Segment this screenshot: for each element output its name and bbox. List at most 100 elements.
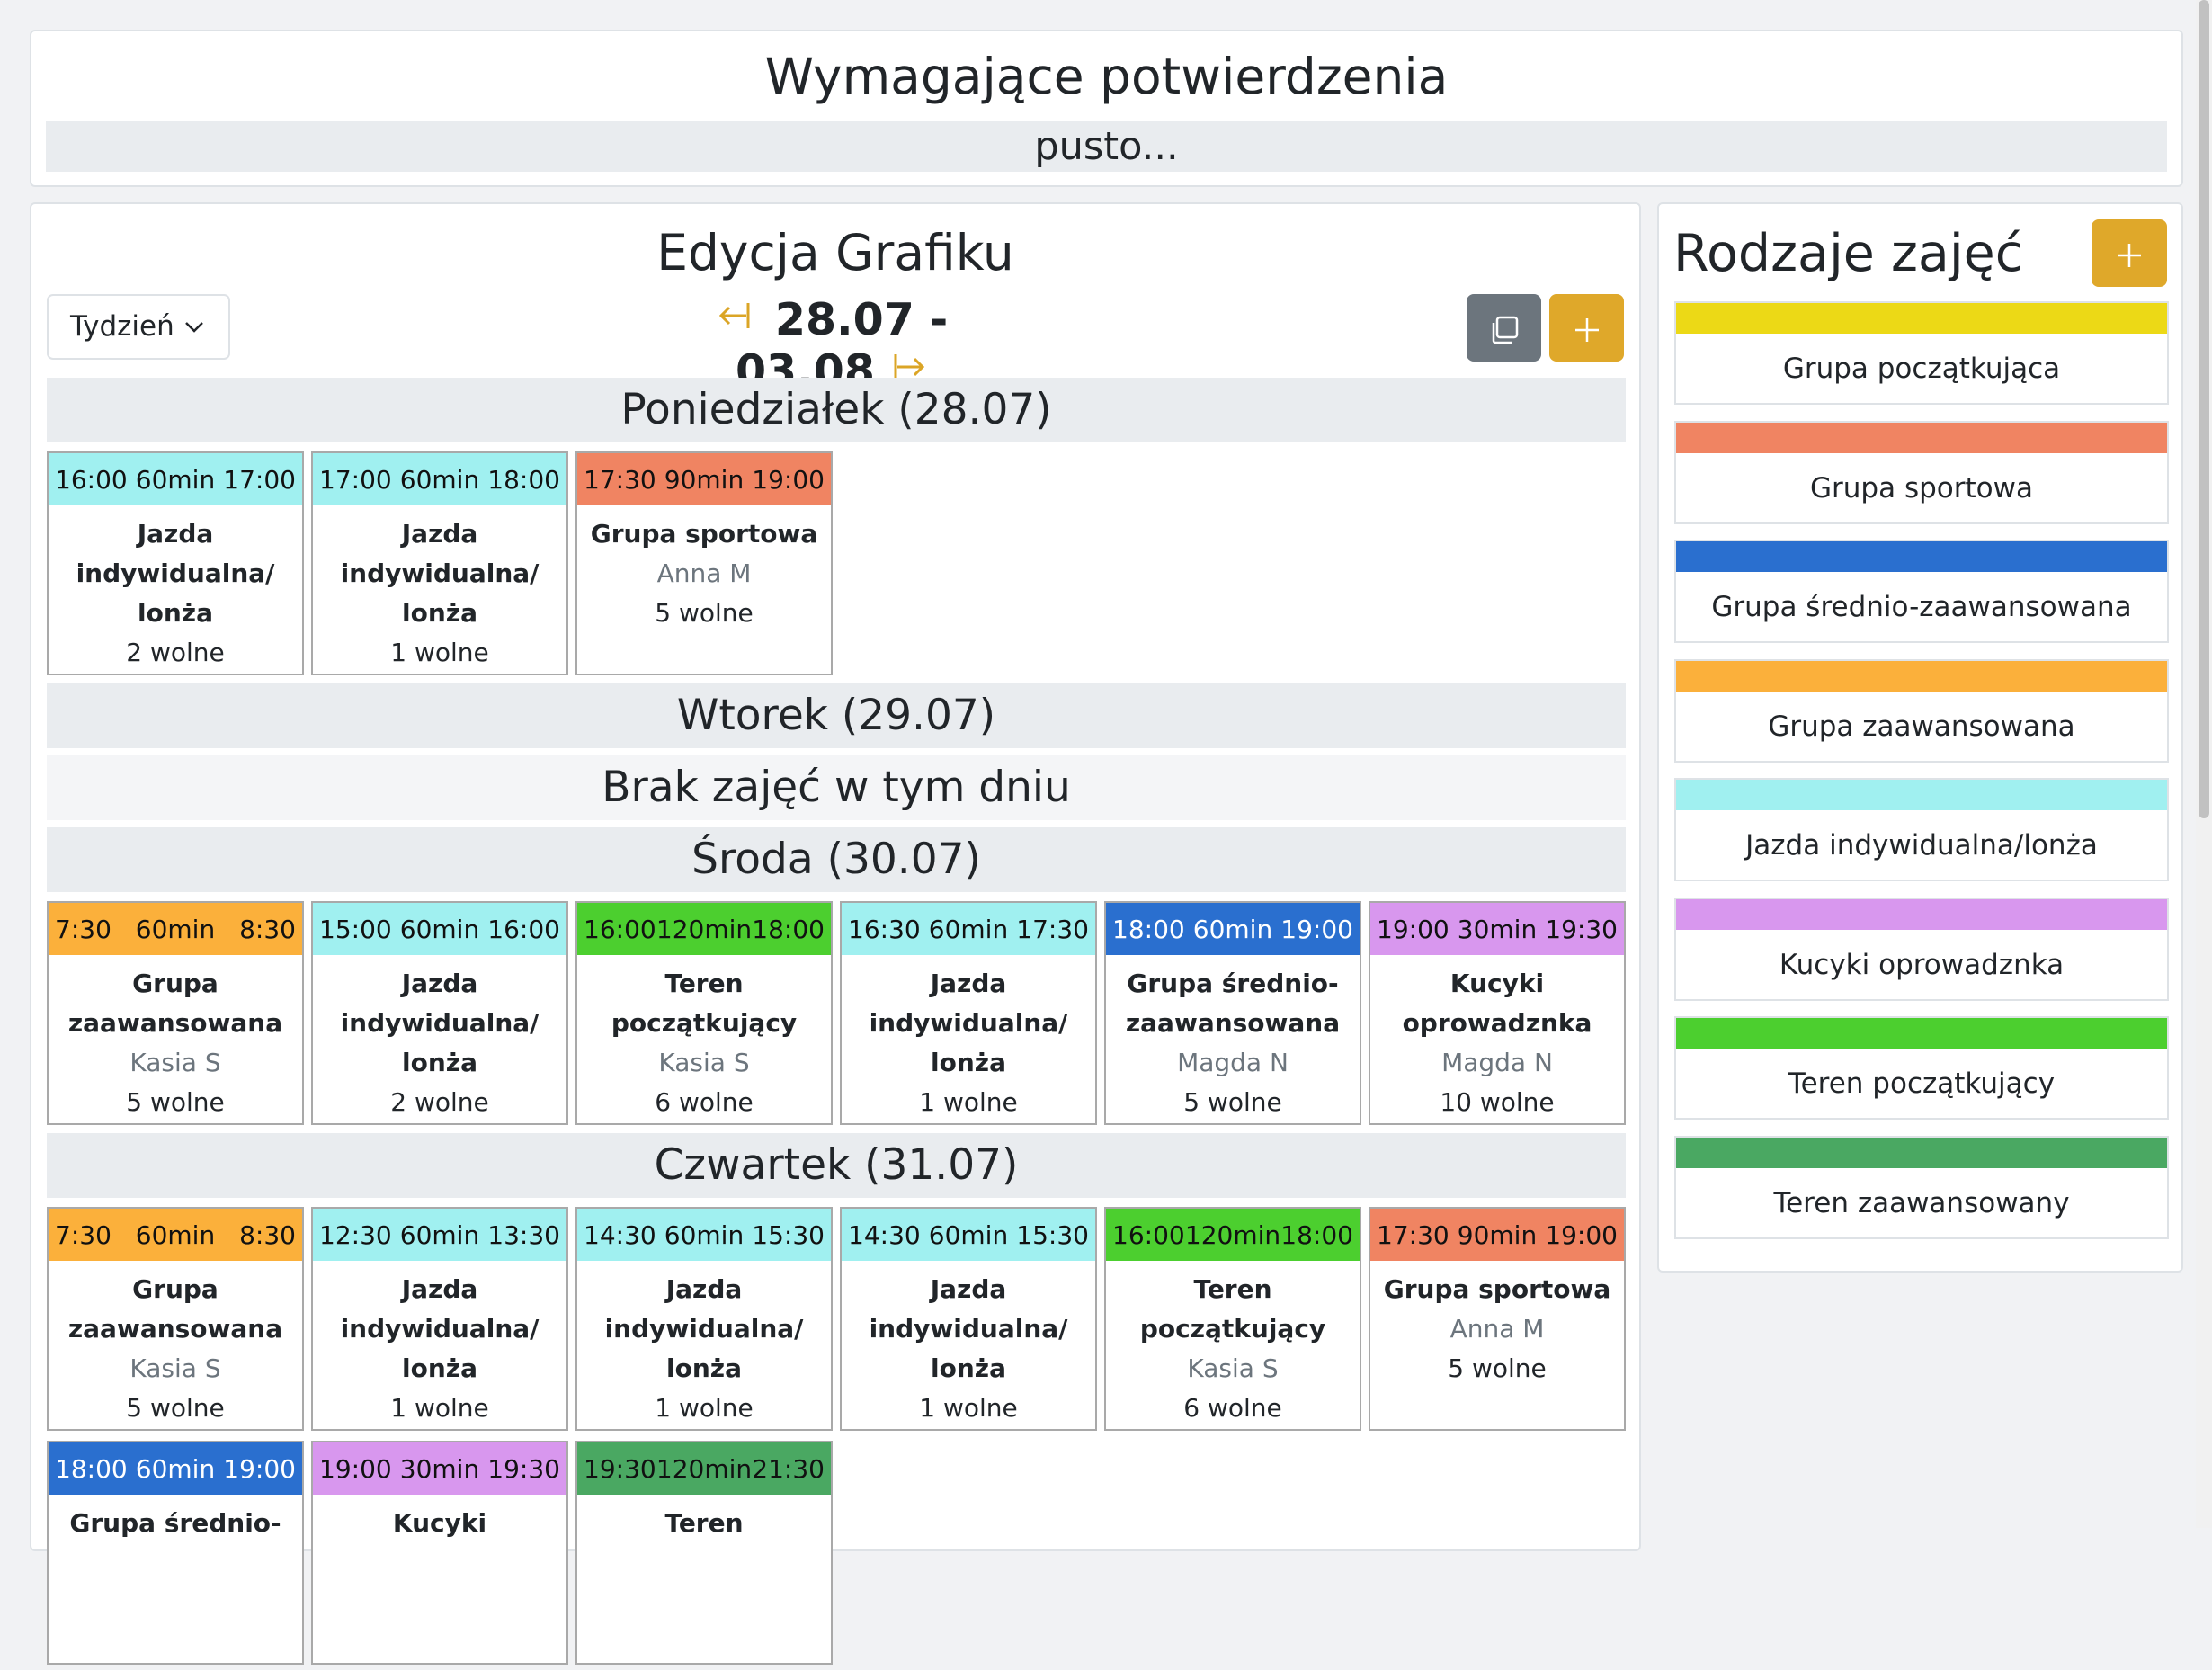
class-types-title: Rodzaje zajęć [1673, 224, 2024, 283]
class-slot[interactable]: 16:00 60min 17:00 Jazda indywidualna/ lonża… [47, 451, 304, 675]
class-slot[interactable]: 16:30 60min 17:30 Jazda indywidualna/ lonża… [840, 901, 1097, 1125]
slot-body: Jazda indywidualna/ lonża 2 wolne [313, 955, 566, 1122]
arrow-left-bar-icon[interactable] [716, 302, 763, 342]
slot-duration: 120min [656, 914, 753, 944]
slot-duration: 60min [135, 1453, 216, 1484]
slots-monday: 16:00 60min 17:00 Jazda indywidualna/ lonża… [47, 451, 1629, 681]
slot-time-bar: 17:30 90min 19:00 [577, 453, 831, 505]
slot-end-time: 8:30 [239, 1219, 296, 1250]
slot-free-spots: 5 wolne [1448, 1353, 1547, 1383]
class-slot[interactable]: 15:00 60min 16:00 Jazda indywidualna/ lonża… [311, 901, 568, 1125]
slot-time-bar: 19:30 120min 21:30 [577, 1442, 831, 1495]
slot-end-time: 18:00 [752, 914, 825, 944]
class-type-item[interactable]: Grupa zaawansowana [1674, 658, 2169, 763]
class-slot[interactable]: 14:30 60min 15:30 Jazda indywidualna/ lonża… [575, 1207, 833, 1431]
slot-free-spots: 5 wolne [126, 1087, 225, 1117]
slot-trainer: Anna M [656, 558, 752, 588]
slot-duration: 60min [135, 914, 216, 944]
class-type-item[interactable]: Grupa średnio-zaawansowana [1674, 540, 2169, 643]
class-slot[interactable]: 14:30 60min 15:30 Jazda indywidualna/ lonża… [840, 1207, 1097, 1431]
no-classes-message: Brak zajęć w tym dniu [47, 755, 1626, 820]
class-type-label: Grupa sportowa [1810, 471, 2033, 505]
class-slot[interactable]: 19:00 30min 19:30 Kucyki oprowadznka Magda N… [1369, 901, 1626, 1125]
scrollbar-thumb[interactable] [2199, 0, 2209, 818]
slot-free-spots: 1 wolne [390, 638, 489, 667]
slot-class-name: Kucyki oprowadznka [1402, 969, 1592, 1038]
class-slot[interactable]: 18:00 60min 19:00 Grupa średnio- zaawansowa… [1104, 901, 1361, 1125]
class-type-item[interactable]: Jazda indywidualna/lonża [1674, 778, 2169, 881]
plus-icon [2115, 230, 2144, 276]
class-slot[interactable]: 12:30 60min 13:30 Jazda indywidualna/ lonża… [311, 1207, 568, 1431]
class-type-label: Grupa zaawansowana [1768, 710, 2075, 743]
slot-class-name: Kucyki [392, 1508, 487, 1538]
slot-trainer: Kasia S [129, 1048, 221, 1077]
slot-start-time: 18:00 [1112, 914, 1185, 944]
class-slot[interactable]: 16:00 120min 18:00 Teren początkujący Kasia … [575, 901, 833, 1125]
week-range: 28.07 - 03.08 [735, 294, 949, 397]
slot-trainer: Anna M [1449, 1314, 1545, 1344]
slot-body: Jazda indywidualna/ lonża 1 wolne [313, 1261, 566, 1428]
slot-duration: 60min [399, 464, 480, 495]
slot-start-time: 19:00 [319, 1453, 392, 1484]
slot-body: Teren [577, 1495, 831, 1543]
slot-duration: 90min [1457, 1219, 1538, 1250]
week-navigation: 28.07 - 03.08 [643, 294, 1021, 397]
slot-free-spots: 5 wolne [655, 598, 754, 628]
pending-confirmations-card: Wymagające potwierdzenia pusto... [30, 30, 2183, 187]
slot-free-spots: 1 wolne [919, 1393, 1018, 1423]
slot-duration: 120min [656, 1453, 753, 1484]
class-slot[interactable]: 17:30 90min 19:00 Grupa sportowa Anna M 5 wol… [1369, 1207, 1626, 1431]
slot-free-spots: 2 wolne [390, 1087, 489, 1117]
schedule-editor-card: Edycja Grafiku Tydzień 28.07 - 03.08 Pon… [30, 202, 1641, 1665]
slot-duration: 60min [928, 1219, 1009, 1250]
slot-start-time: 16:00 [584, 914, 656, 944]
slot-free-spots: 6 wolne [1183, 1393, 1282, 1423]
slot-class-name: Grupa sportowa [1383, 1274, 1611, 1304]
class-type-color [1676, 1137, 2167, 1168]
class-type-item[interactable]: Teren zaawansowany [1674, 1135, 2169, 1239]
slot-duration: 90min [664, 464, 745, 495]
copy-week-button[interactable] [1467, 294, 1541, 362]
add-class-button[interactable] [1549, 294, 1624, 362]
slot-end-time: 13:30 [487, 1219, 560, 1250]
scrollbar[interactable] [2196, 0, 2212, 1528]
class-slot[interactable]: 17:00 60min 18:00 Jazda indywidualna/ lonża… [311, 451, 568, 675]
view-mode-value: Tydzień [70, 310, 174, 343]
class-type-color [1676, 780, 2167, 810]
class-slot[interactable]: 7:30 60min 8:30 Grupa zaawansowana Kasia S 5 … [47, 1207, 304, 1431]
class-type-color [1676, 422, 2167, 453]
slot-end-time: 17:00 [223, 464, 296, 495]
class-slot[interactable]: 7:30 60min 8:30 Grupa zaawansowana Kasia S 5 … [47, 901, 304, 1125]
slot-duration: 60min [135, 464, 216, 495]
class-slot[interactable]: 16:00 120min 18:00 Teren początkujący Kasia … [1104, 1207, 1361, 1431]
class-type-item[interactable]: Kucyki oprowadznka [1674, 897, 2169, 1001]
class-type-item[interactable]: Grupa początkująca [1674, 301, 2169, 405]
class-type-item[interactable]: Teren początkujący [1674, 1016, 2169, 1120]
slot-trainer: Kasia S [129, 1353, 221, 1383]
class-types-card: Rodzaje zajęć Grupa początkująca Grupa sp… [1657, 202, 2183, 1273]
slot-start-time: 14:30 [584, 1219, 656, 1250]
class-type-color [1676, 541, 2167, 572]
slot-body: Jazda indywidualna/ lonża 2 wolne [49, 505, 302, 673]
slot-time-bar: 16:30 60min 17:30 [842, 903, 1095, 955]
add-class-type-button[interactable] [2092, 219, 2167, 287]
slot-end-time: 18:00 [1280, 1219, 1353, 1250]
slot-body: Kucyki [313, 1495, 566, 1543]
view-mode-select[interactable]: Tydzień [47, 294, 230, 360]
slot-start-time: 19:00 [1377, 914, 1449, 944]
class-slot[interactable]: 19:30 120min 21:30 Teren [575, 1441, 833, 1665]
slot-trainer: Magda N [1177, 1048, 1289, 1077]
slot-free-spots: 5 wolne [126, 1393, 225, 1423]
class-type-item[interactable]: Grupa sportowa [1674, 420, 2169, 524]
pending-confirmations-empty: pusto... [46, 121, 2167, 172]
class-type-color [1676, 1018, 2167, 1049]
arrow-right-bar-icon[interactable] [892, 353, 928, 393]
slot-start-time: 18:00 [55, 1453, 128, 1484]
slot-body: Grupa zaawansowana Kasia S 5 wolne [49, 955, 302, 1122]
slot-start-time: 16:00 [1112, 1219, 1185, 1250]
slot-end-time: 16:00 [487, 914, 560, 944]
class-slot[interactable]: 19:00 30min 19:30 Kucyki [311, 1441, 568, 1665]
class-slot[interactable]: 18:00 60min 19:00 Grupa średnio- [47, 1441, 304, 1665]
class-slot[interactable]: 17:30 90min 19:00 Grupa sportowa Anna M 5 wol… [575, 451, 833, 675]
slot-time-bar: 19:00 30min 19:30 [1370, 903, 1624, 955]
